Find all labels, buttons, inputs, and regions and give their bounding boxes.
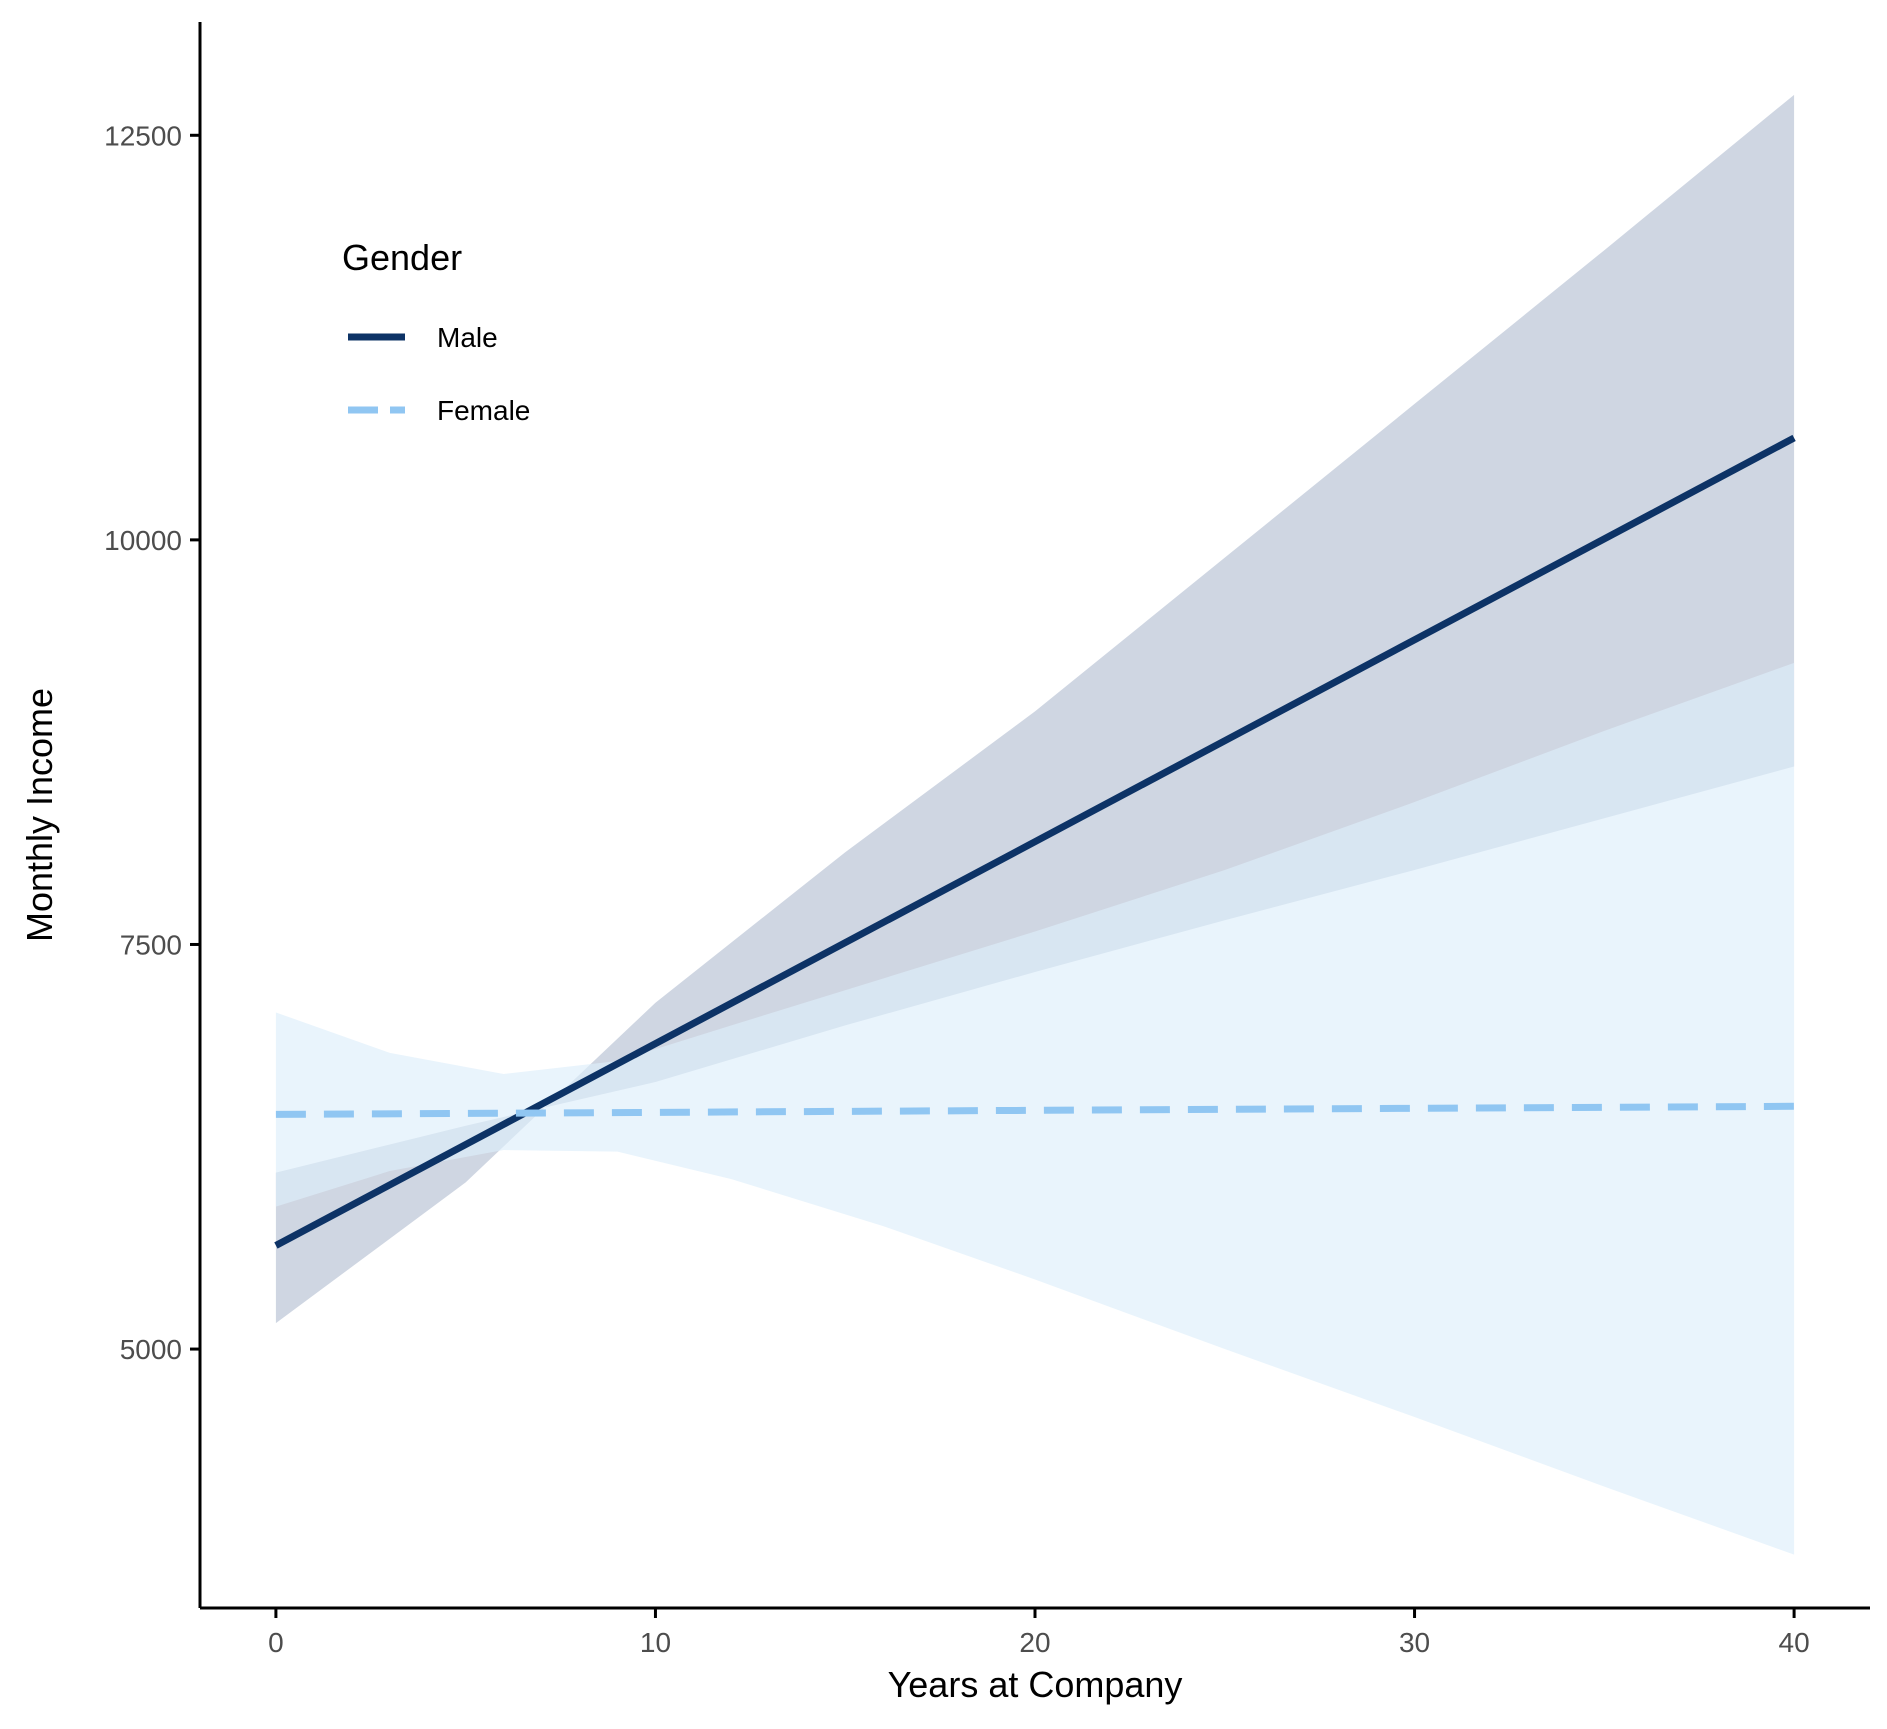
y-tick-label: 7500 <box>120 929 182 960</box>
y-tick-label: 5000 <box>120 1334 182 1365</box>
x-axis-ticks: 0 10 20 30 40 <box>268 1608 1810 1658</box>
legend-label-male: Male <box>437 322 498 353</box>
legend-label-female: Female <box>437 395 530 426</box>
y-axis-title: Monthly Income <box>19 688 60 942</box>
x-axis-title: Years at Company <box>888 1664 1183 1705</box>
legend-title: Gender <box>342 237 462 278</box>
axes: 0 10 20 30 40 5000 7500 10000 12500 <box>104 22 1870 1658</box>
x-tick-label: 30 <box>1399 1627 1430 1658</box>
x-tick-label: 0 <box>268 1627 284 1658</box>
trend-line-female <box>275 1102 1795 1118</box>
trend-lines <box>274 434 1796 1249</box>
y-tick-label: 12500 <box>104 120 182 151</box>
legend: Gender Male Female <box>342 237 530 426</box>
confidence-band-male <box>275 94 1795 1324</box>
y-axis-ticks: 5000 7500 10000 12500 <box>104 120 200 1365</box>
x-tick-label: 20 <box>1019 1627 1050 1658</box>
x-tick-label: 40 <box>1779 1627 1810 1658</box>
y-tick-label: 10000 <box>104 525 182 556</box>
legend-items: Male Female <box>348 322 530 426</box>
confidence-band-female <box>275 662 1795 1555</box>
confidence-bands <box>275 94 1795 1555</box>
x-tick-label: 10 <box>640 1627 671 1658</box>
